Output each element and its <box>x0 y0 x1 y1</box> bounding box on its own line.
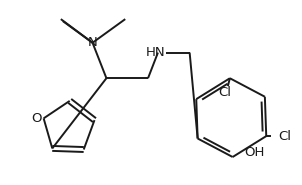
Text: Cl: Cl <box>218 85 231 99</box>
Text: N: N <box>88 36 98 49</box>
Text: Cl: Cl <box>278 130 291 143</box>
Text: OH: OH <box>245 146 265 159</box>
Text: HN: HN <box>146 46 166 59</box>
Text: O: O <box>31 112 42 125</box>
